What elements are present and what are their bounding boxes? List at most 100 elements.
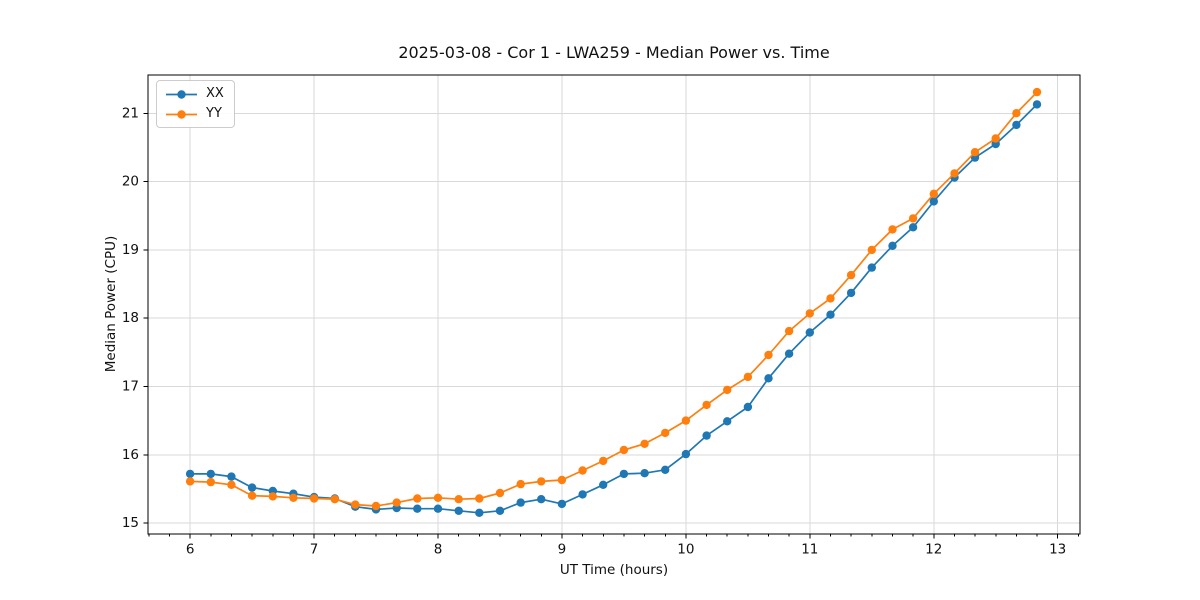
series-xx-point <box>413 504 422 513</box>
series-yy-point <box>578 466 587 475</box>
series-xx-point <box>1012 120 1021 130</box>
gridlines <box>148 75 1080 534</box>
series-yy-point <box>908 214 918 223</box>
series-yy-point <box>619 445 629 455</box>
x-tick-labels: 6 7 8 9 10 11 12 13 <box>186 542 1066 558</box>
series-yy-point <box>640 439 649 448</box>
series-xx-markers <box>185 100 1042 517</box>
series-yy-point <box>846 270 856 280</box>
axis-ticks <box>143 112 1079 539</box>
series-yy-point <box>268 492 277 501</box>
series-xx-line <box>189 103 1038 514</box>
series-yy-point <box>764 350 773 360</box>
series-yy-point <box>557 475 567 485</box>
series-yy-point <box>433 493 443 502</box>
series-yy-point <box>1012 109 1021 118</box>
y-tick-label-17: 17 <box>122 378 139 394</box>
x-tick-label-9: 9 <box>558 542 567 558</box>
series-yy-markers <box>185 87 1042 511</box>
legend-line-marker-sample-xx <box>166 89 197 99</box>
series-yy-point <box>185 477 195 486</box>
series-xx-point <box>557 499 567 509</box>
y-axis-label: Median Power (CPU) <box>103 235 119 373</box>
chart-title: 2025-03-08 - Cor 1 - LWA259 - Median Pow… <box>398 43 830 62</box>
series-yy-point <box>784 326 794 336</box>
series-xx-point <box>227 472 236 481</box>
series-xx-point <box>867 263 876 272</box>
series-yy-point <box>929 189 938 198</box>
series-yy-point <box>289 493 298 502</box>
y-tick-label-21: 21 <box>122 105 139 121</box>
series-yy <box>185 87 1042 511</box>
series-xx-point <box>805 328 814 337</box>
series-yy-point <box>227 480 236 489</box>
series-xx-point <box>702 431 711 440</box>
series-yy-point <box>495 488 505 498</box>
y-tick-label-15: 15 <box>122 515 139 531</box>
legend: XX YY <box>156 80 235 128</box>
series-xx-point <box>247 483 257 492</box>
series-yy-point <box>351 500 360 509</box>
series-xx-point <box>723 417 732 426</box>
x-tick-label-7: 7 <box>310 542 319 558</box>
series-yy-point <box>1032 87 1042 97</box>
series-xx-point <box>908 223 918 232</box>
series-xx-point <box>640 469 649 478</box>
series-yy-point <box>970 148 980 157</box>
series-xx-point <box>619 469 629 479</box>
series-xx-point <box>433 504 443 513</box>
legend-item-yy: YY <box>165 106 224 122</box>
series-xx-point <box>206 469 215 479</box>
series-yy-point <box>661 428 670 438</box>
series-yy-point <box>330 495 339 504</box>
series-yy-point <box>888 225 897 234</box>
x-tick-label-10: 10 <box>677 542 694 558</box>
series-yy-point <box>413 494 422 503</box>
series-yy-point <box>991 134 1000 143</box>
series-xx-point <box>495 506 505 515</box>
legend-item-xx: XX <box>165 86 224 102</box>
series-xx-point <box>681 449 691 459</box>
series-yy-point <box>599 456 608 466</box>
x-tick-label-13: 13 <box>1049 542 1066 558</box>
series-yy-point <box>454 495 463 504</box>
series-xx-point <box>929 197 938 206</box>
series-xx-point <box>661 465 670 474</box>
series-xx-point <box>764 374 773 383</box>
series-yy-point <box>826 294 835 303</box>
series-xx-point <box>599 480 608 489</box>
series-yy-point <box>950 169 959 178</box>
series-xx-point <box>846 288 856 298</box>
series-xx-point <box>1032 100 1042 109</box>
series-yy-point <box>371 501 381 511</box>
series-yy-point <box>309 494 319 503</box>
series-xx-point <box>185 469 195 479</box>
series-yy-point <box>702 400 711 410</box>
x-tick-label-6: 6 <box>186 542 195 558</box>
series-yy-point <box>537 477 546 486</box>
y-tick-label-18: 18 <box>122 310 139 326</box>
series-xx-point <box>826 310 835 319</box>
series-xx-point <box>743 402 753 412</box>
legend-label-xx: XX <box>206 86 224 101</box>
x-tick-label-12: 12 <box>925 542 942 558</box>
x-axis-label: UT Time (hours) <box>559 562 669 578</box>
series-yy-point <box>805 309 814 318</box>
series-xx-point <box>578 490 587 499</box>
y-tick-label-19: 19 <box>122 242 139 258</box>
y-tick-label-20: 20 <box>122 174 139 190</box>
series-xx-point <box>475 508 484 517</box>
series-yy-point <box>723 385 732 395</box>
series-yy-point <box>681 416 691 425</box>
x-tick-label-11: 11 <box>801 542 818 558</box>
plot-border <box>147 74 1081 535</box>
series-yy-line <box>189 91 1038 507</box>
series-yy-point <box>475 494 484 503</box>
series-yy-point <box>392 498 401 507</box>
series-yy-point <box>206 477 215 487</box>
legend-label-yy: YY <box>206 106 222 121</box>
y-tick-labels: 15 16 17 18 19 20 21 <box>122 105 139 531</box>
series-xx-point <box>516 498 525 507</box>
